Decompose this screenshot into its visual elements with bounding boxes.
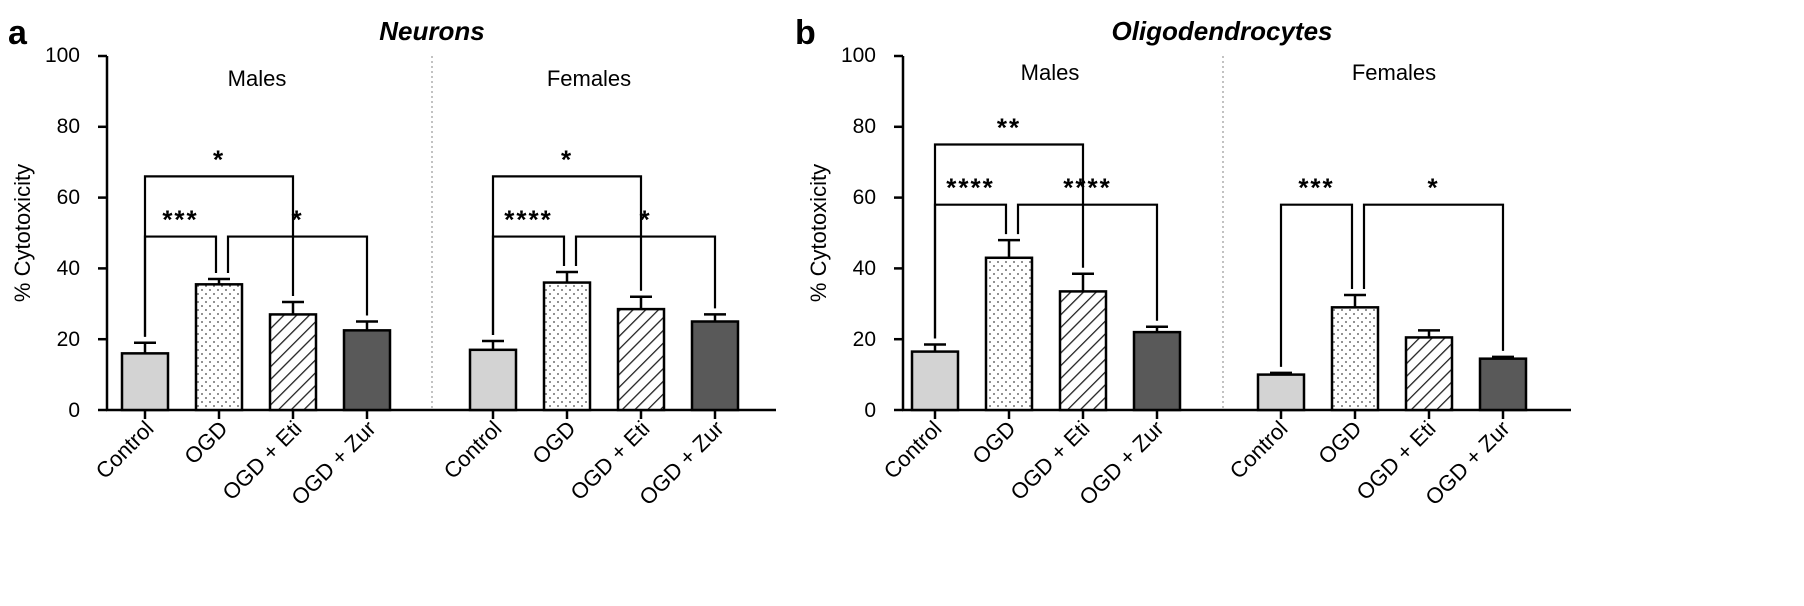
bar-females-ogd-eti (1404, 336, 1454, 412)
panel-b-group-females-label: Females (1352, 60, 1436, 85)
panel-a-ylabel: % Cytotoxicity (10, 164, 35, 302)
significance-label: **** (946, 173, 994, 203)
x-tick-label: Control (879, 416, 947, 484)
x-tick-label: Control (91, 416, 159, 484)
bar-females-ogd-eti (616, 307, 666, 412)
bar-males-ogd-zur (1132, 330, 1182, 412)
significance-bracket (574, 235, 717, 309)
significance-bracket (1362, 203, 1505, 351)
panel-a: a Neurons % Cytotoxicity Males Females 1… (8, 14, 776, 510)
significance-label: * (213, 144, 225, 174)
bar-females-control (1256, 373, 1306, 412)
bar-males-ogd-eti (1058, 290, 1108, 412)
panel-a-ytick-label: 80 (57, 115, 80, 138)
x-tick-label: Control (1225, 416, 1293, 484)
significance-bracket (226, 235, 369, 316)
bar-males-ogd (984, 256, 1034, 412)
panel-a-plot-area: **** ****** * (98, 54, 776, 419)
panel-a-ytick-label: 0 (68, 399, 80, 422)
bar-males-ogd (194, 283, 244, 412)
panel-a-letter: a (8, 14, 28, 52)
panel-a-group-males-label: Males (228, 66, 287, 91)
significance-bracket (1279, 203, 1354, 367)
panel-a-title: Neurons (379, 16, 484, 46)
panel-b-x-axis: Control OGD OGD + Eti OGD + Zur Control … (879, 416, 1515, 510)
panel-b-ytick-label: 80 (853, 115, 876, 138)
bar-males-control (910, 350, 960, 412)
panel-b-y-axis: 100 80 60 40 20 0 (841, 44, 876, 422)
bar-males-ogd-zur (342, 329, 392, 412)
x-tick-label: OGD (967, 416, 1020, 469)
significance-label: *** (1298, 173, 1334, 203)
bar-females-ogd-zur (1478, 357, 1528, 412)
bar-females-ogd (1330, 306, 1380, 412)
bar-females-ogd-zur (690, 320, 740, 412)
significance-bracket (143, 235, 218, 337)
significance-label: * (1427, 173, 1439, 203)
panel-b-ytick-label: 100 (841, 44, 876, 67)
bar-females-control (468, 348, 518, 412)
panel-b-ytick-label: 60 (853, 186, 876, 209)
panel-b-ytick-label: 20 (853, 328, 876, 351)
significance-label: **** (1063, 173, 1111, 203)
x-tick-label: OGD (527, 416, 580, 469)
panel-b: b Oligodendrocytes % Cytotoxicity Males … (795, 14, 1571, 510)
x-tick-label: OGD (179, 416, 232, 469)
significance-label: **** (504, 205, 552, 235)
panel-b-ytick-label: 40 (853, 257, 876, 280)
panel-a-y-axis: 100 80 60 40 20 0 (45, 44, 80, 422)
significance-label: * (291, 205, 303, 235)
significance-label: * (561, 144, 573, 174)
panel-b-plot-area: ****** **** *** * (894, 54, 1571, 419)
panel-b-group-males-label: Males (1021, 60, 1080, 85)
panel-b-ylabel: % Cytotoxicity (806, 164, 831, 302)
panel-a-ytick-label: 100 (45, 44, 80, 67)
bar-females-ogd (542, 281, 592, 412)
significance-label: *** (162, 205, 198, 235)
significance-label: ** (997, 113, 1021, 143)
significance-label: * (639, 205, 651, 235)
panel-a-ytick-label: 60 (57, 186, 80, 209)
panel-a-group-females-label: Females (547, 66, 631, 91)
x-tick-label: Control (439, 416, 507, 484)
bar-males-ogd-eti (268, 313, 318, 412)
panel-b-title: Oligodendrocytes (1111, 16, 1332, 46)
panel-a-ytick-label: 20 (57, 328, 80, 351)
panel-a-ytick-label: 40 (57, 257, 80, 280)
panel-b-ytick-label: 0 (864, 399, 876, 422)
panel-a-x-axis: Control OGD OGD + Eti OGD + Zur Control … (91, 416, 729, 510)
panel-b-letter: b (795, 14, 816, 52)
significance-bracket (1016, 203, 1159, 321)
x-tick-label: OGD (1313, 416, 1366, 469)
significance-bracket (933, 203, 1008, 339)
bar-males-control (120, 352, 170, 412)
significance-bracket (491, 235, 566, 335)
